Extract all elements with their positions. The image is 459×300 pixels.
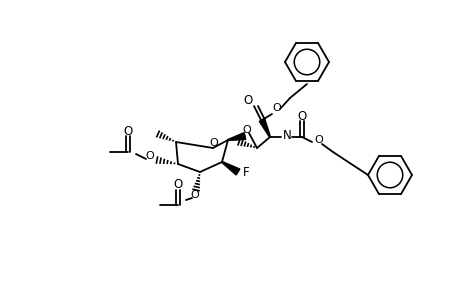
Text: F: F xyxy=(242,167,249,179)
Polygon shape xyxy=(259,119,270,137)
Text: O: O xyxy=(209,138,218,148)
Polygon shape xyxy=(221,162,239,175)
Polygon shape xyxy=(227,133,245,140)
Text: O: O xyxy=(146,151,154,161)
Text: N: N xyxy=(282,128,291,142)
Text: O: O xyxy=(123,124,132,137)
Text: O: O xyxy=(242,125,251,135)
Text: O: O xyxy=(173,178,182,191)
Text: O: O xyxy=(272,103,281,113)
Text: O: O xyxy=(297,110,306,122)
Text: O: O xyxy=(243,94,252,106)
Text: O: O xyxy=(190,190,199,200)
Text: O: O xyxy=(314,135,323,145)
